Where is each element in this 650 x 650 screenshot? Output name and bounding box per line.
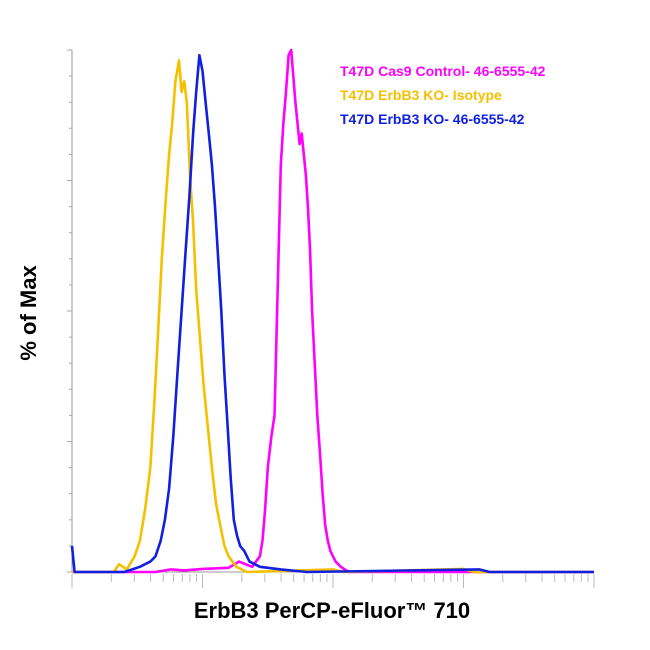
legend-entry: T47D ErbB3 KO- 46-6555-42 — [340, 111, 525, 127]
legend-entry: T47D ErbB3 KO- Isotype — [340, 87, 502, 103]
legend-entry: T47D Cas9 Control- 46-6555-42 — [340, 63, 546, 79]
legend: T47D Cas9 Control- 46-6555-42 T47D ErbB3 … — [340, 63, 546, 127]
series-line-t47d-erbb3-ko-isotype — [72, 60, 594, 572]
x-axis-label: ErbB3 PerCP-eFluor™ 710 — [194, 598, 470, 623]
series-line-t47d-cas9-control-46-6555-42 — [72, 50, 594, 572]
y-axis-label: % of Max — [16, 265, 41, 361]
series-line-t47d-erbb3-ko-46-6555-42 — [72, 55, 594, 572]
series-layer — [72, 50, 594, 572]
